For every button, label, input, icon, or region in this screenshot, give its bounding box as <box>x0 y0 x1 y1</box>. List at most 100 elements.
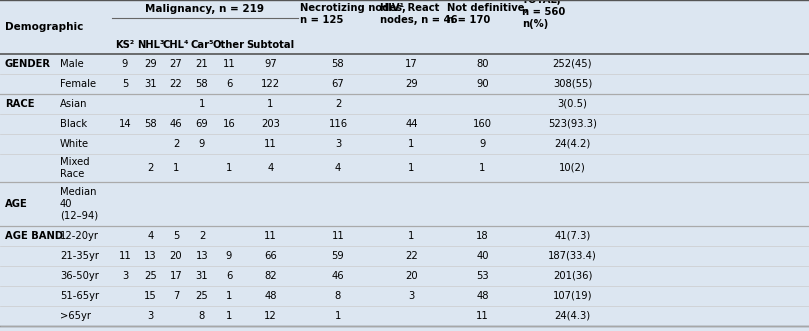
Text: 6: 6 <box>226 79 232 89</box>
Text: 31: 31 <box>144 79 157 89</box>
Text: Demographic: Demographic <box>5 22 83 32</box>
Text: 21-35yr: 21-35yr <box>60 251 99 261</box>
Text: 4: 4 <box>335 163 341 173</box>
Text: 9: 9 <box>122 59 128 69</box>
Text: 11: 11 <box>477 311 489 321</box>
Text: 48: 48 <box>265 291 277 301</box>
Text: 160: 160 <box>473 119 492 129</box>
Text: 187(33.4): 187(33.4) <box>549 251 597 261</box>
Text: 22: 22 <box>405 251 418 261</box>
Text: NHL³: NHL³ <box>137 40 164 50</box>
Text: Malignancy, n = 219: Malignancy, n = 219 <box>146 4 265 14</box>
Text: 7: 7 <box>173 291 179 301</box>
Text: 58: 58 <box>196 79 208 89</box>
Text: Asian: Asian <box>60 99 87 109</box>
Text: 2: 2 <box>147 163 154 173</box>
Text: 46: 46 <box>332 271 345 281</box>
Text: >65yr: >65yr <box>60 311 91 321</box>
Text: Car⁵: Car⁵ <box>190 40 214 50</box>
Text: 203: 203 <box>261 119 280 129</box>
Text: 11: 11 <box>264 139 277 149</box>
Text: 10(2): 10(2) <box>559 163 586 173</box>
Text: 1: 1 <box>479 163 485 173</box>
Text: 46: 46 <box>170 119 182 129</box>
Text: Female: Female <box>60 79 96 89</box>
Text: 48: 48 <box>477 291 489 301</box>
Text: 17: 17 <box>405 59 418 69</box>
Text: 3: 3 <box>122 271 128 281</box>
Text: 18: 18 <box>477 231 489 241</box>
Text: 1: 1 <box>226 291 232 301</box>
Text: 29: 29 <box>144 59 157 69</box>
Text: 5: 5 <box>173 231 179 241</box>
Text: 9: 9 <box>479 139 485 149</box>
Text: 25: 25 <box>144 271 157 281</box>
Text: 20: 20 <box>170 251 182 261</box>
Text: 53: 53 <box>477 271 489 281</box>
Text: 44: 44 <box>405 119 417 129</box>
Text: 67: 67 <box>332 79 345 89</box>
Text: Subtotal: Subtotal <box>247 40 294 50</box>
Text: 1: 1 <box>226 311 232 321</box>
Text: 252(45): 252(45) <box>553 59 592 69</box>
Text: 1: 1 <box>226 163 232 173</box>
Text: 5: 5 <box>122 79 128 89</box>
Text: 15: 15 <box>144 291 157 301</box>
Text: 1: 1 <box>409 231 415 241</box>
Text: 11: 11 <box>332 231 345 241</box>
Text: 24(4.3): 24(4.3) <box>554 311 591 321</box>
Text: 8: 8 <box>199 311 205 321</box>
Text: 6: 6 <box>226 271 232 281</box>
Text: 9: 9 <box>199 139 205 149</box>
Text: 36-50yr: 36-50yr <box>60 271 99 281</box>
Text: 2: 2 <box>199 231 205 241</box>
Text: 3: 3 <box>147 311 154 321</box>
Text: Mixed
Race: Mixed Race <box>60 157 90 179</box>
Text: 24(4.2): 24(4.2) <box>554 139 591 149</box>
Text: 58: 58 <box>144 119 157 129</box>
Text: 66: 66 <box>264 251 277 261</box>
Text: 3: 3 <box>335 139 341 149</box>
Text: Necrotizing nodes,
n = 125: Necrotizing nodes, n = 125 <box>300 3 406 25</box>
Text: 20: 20 <box>405 271 417 281</box>
Text: Black: Black <box>60 119 87 129</box>
Text: 9: 9 <box>226 251 232 261</box>
Text: 82: 82 <box>265 271 277 281</box>
Text: 29: 29 <box>405 79 418 89</box>
Text: 11: 11 <box>264 231 277 241</box>
Text: 1: 1 <box>199 99 205 109</box>
Text: 14: 14 <box>119 119 131 129</box>
Text: 3(0.5): 3(0.5) <box>557 99 587 109</box>
Text: 308(55): 308(55) <box>553 79 592 89</box>
Text: 1: 1 <box>173 163 179 173</box>
Text: 4: 4 <box>147 231 154 241</box>
Text: 8: 8 <box>335 291 341 301</box>
Text: 40: 40 <box>477 251 489 261</box>
Text: 201(36): 201(36) <box>553 271 592 281</box>
Text: GENDER: GENDER <box>5 59 51 69</box>
Text: 12: 12 <box>264 311 277 321</box>
Text: HIV¹ React
nodes, n = 46: HIV¹ React nodes, n = 46 <box>380 3 458 25</box>
Text: AGE: AGE <box>5 199 28 209</box>
Text: 97: 97 <box>264 59 277 69</box>
Text: 107(19): 107(19) <box>553 291 592 301</box>
Text: 1: 1 <box>335 311 341 321</box>
Text: 2: 2 <box>335 99 341 109</box>
Text: 122: 122 <box>261 79 280 89</box>
Text: 17: 17 <box>170 271 182 281</box>
Text: 2: 2 <box>173 139 179 149</box>
Text: 51-65yr: 51-65yr <box>60 291 100 301</box>
Text: 4: 4 <box>268 163 273 173</box>
Text: RACE: RACE <box>5 99 35 109</box>
Text: TOTAL,
n = 560
n(%): TOTAL, n = 560 n(%) <box>522 0 565 28</box>
Text: 16: 16 <box>222 119 235 129</box>
Text: CHL⁴: CHL⁴ <box>163 40 189 50</box>
Text: 523(93.3): 523(93.3) <box>548 119 597 129</box>
Text: 13: 13 <box>196 251 208 261</box>
Text: 12-20yr: 12-20yr <box>60 231 99 241</box>
Text: 22: 22 <box>170 79 182 89</box>
Text: 13: 13 <box>144 251 157 261</box>
Text: AGE BAND: AGE BAND <box>5 231 63 241</box>
Text: Not definitive,
n = 170: Not definitive, n = 170 <box>447 3 528 25</box>
Text: 3: 3 <box>409 291 415 301</box>
